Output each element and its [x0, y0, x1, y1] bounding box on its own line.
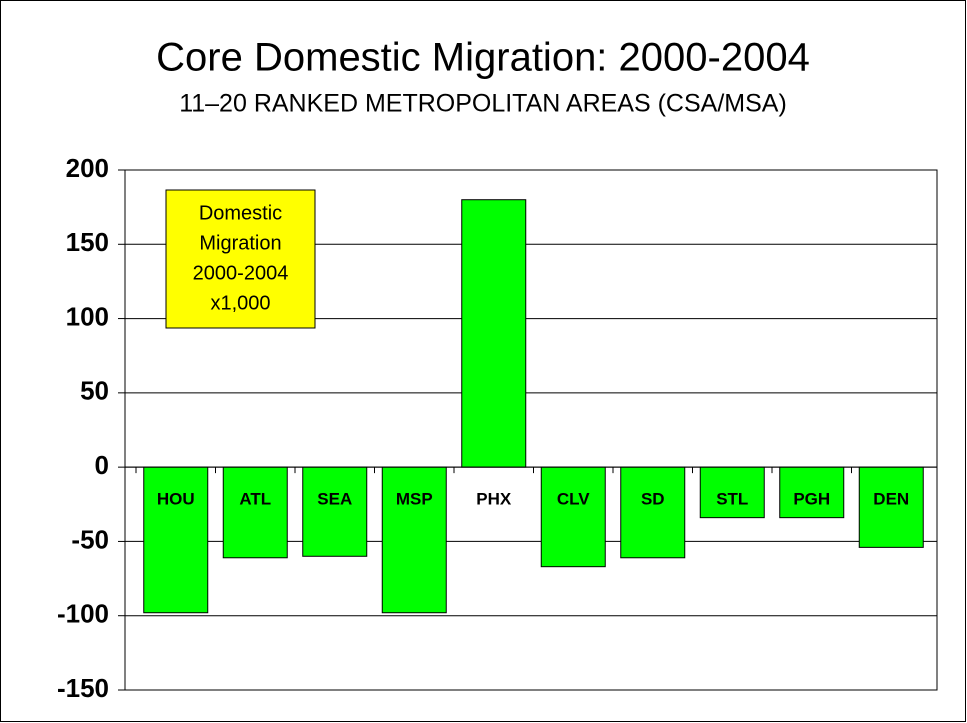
annotation-text: x1,000	[210, 292, 270, 314]
bar	[699, 466, 765, 519]
bar	[222, 466, 288, 559]
bar	[620, 466, 686, 559]
chart-title: Core Domestic Migration: 2000-2004	[156, 36, 810, 80]
x-tick-label: STL	[716, 490, 748, 509]
annotation-text: Domestic	[199, 202, 282, 224]
bar	[143, 466, 209, 614]
x-tick-label: MSP	[396, 490, 433, 509]
bar	[858, 466, 924, 548]
x-tick-label: ATL	[239, 490, 271, 509]
x-tick-label: SD	[641, 490, 665, 509]
y-tick-label: 50	[80, 376, 109, 406]
x-tick-label: PHX	[476, 490, 512, 509]
x-tick-label: DEN	[873, 490, 909, 509]
chart-subtitle: 11–20 RANKED METROPOLITAN AREAS (CSA/MSA…	[179, 90, 787, 118]
y-tick-label: 200	[66, 153, 109, 183]
bar	[540, 466, 606, 568]
y-tick-label: -50	[71, 524, 109, 554]
y-tick-label: 0	[95, 450, 109, 480]
y-tick-label: -150	[57, 673, 109, 703]
bar	[381, 466, 447, 614]
x-tick-label: SEA	[317, 490, 352, 509]
y-tick-label: 150	[66, 227, 109, 257]
bar	[461, 199, 527, 468]
annotation-text: 2000-2004	[193, 262, 289, 284]
annotation-box	[165, 189, 316, 329]
bar	[779, 466, 845, 519]
y-tick-label: -100	[57, 599, 109, 629]
x-tick-label: HOU	[157, 490, 195, 509]
x-tick-label: CLV	[557, 490, 590, 509]
bar	[302, 466, 368, 557]
x-tick-label: PGH	[793, 490, 830, 509]
y-tick-label: 100	[66, 301, 109, 331]
annotation-text: Migration	[199, 232, 281, 254]
